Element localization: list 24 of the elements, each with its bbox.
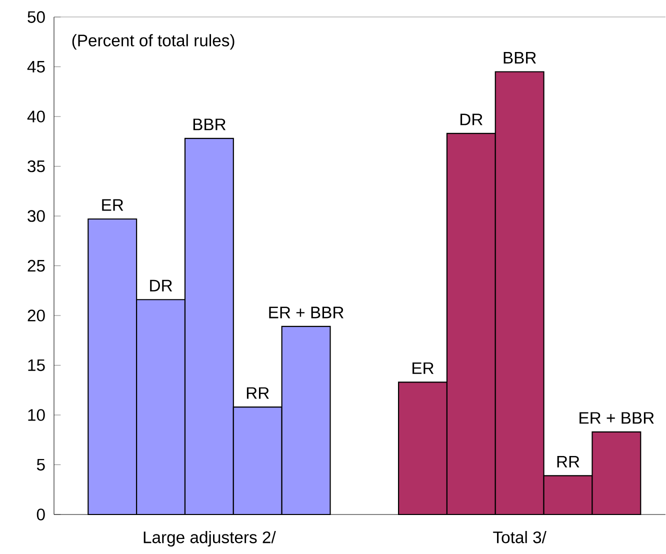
annotation: (Percent of total rules) bbox=[72, 34, 234, 50]
y-tick-label: 50 bbox=[28, 11, 45, 23]
y-tick-label: 45 bbox=[27, 60, 45, 73]
y-tick-label: 0 bbox=[36, 508, 45, 520]
series-label: ER bbox=[412, 362, 434, 374]
series-label: BBR bbox=[504, 52, 536, 64]
text: RR bbox=[246, 387, 269, 399]
text: ER + BBR bbox=[580, 412, 654, 424]
text: BBR bbox=[193, 118, 226, 130]
y-tick-label: 35 bbox=[28, 160, 45, 172]
x-tick-label: Large adjusters 2/ bbox=[144, 530, 276, 547]
y-tick-label: 40 bbox=[27, 110, 45, 122]
x-tick-label: Total 3/ bbox=[493, 530, 546, 544]
y-tick-label: 25 bbox=[28, 260, 45, 272]
y-tick-label: 10 bbox=[28, 409, 45, 421]
text: ER bbox=[102, 199, 124, 211]
series-label: ER + BBR bbox=[269, 306, 344, 318]
y-tick-label: 5 bbox=[36, 458, 45, 471]
y-tick-label: 15 bbox=[28, 359, 45, 372]
y-tick-label: 20 bbox=[28, 310, 45, 322]
text: DR bbox=[150, 280, 172, 292]
y-tick-label: 30 bbox=[28, 210, 45, 222]
series-label: RR bbox=[557, 456, 580, 468]
series-label: DR bbox=[460, 114, 482, 126]
